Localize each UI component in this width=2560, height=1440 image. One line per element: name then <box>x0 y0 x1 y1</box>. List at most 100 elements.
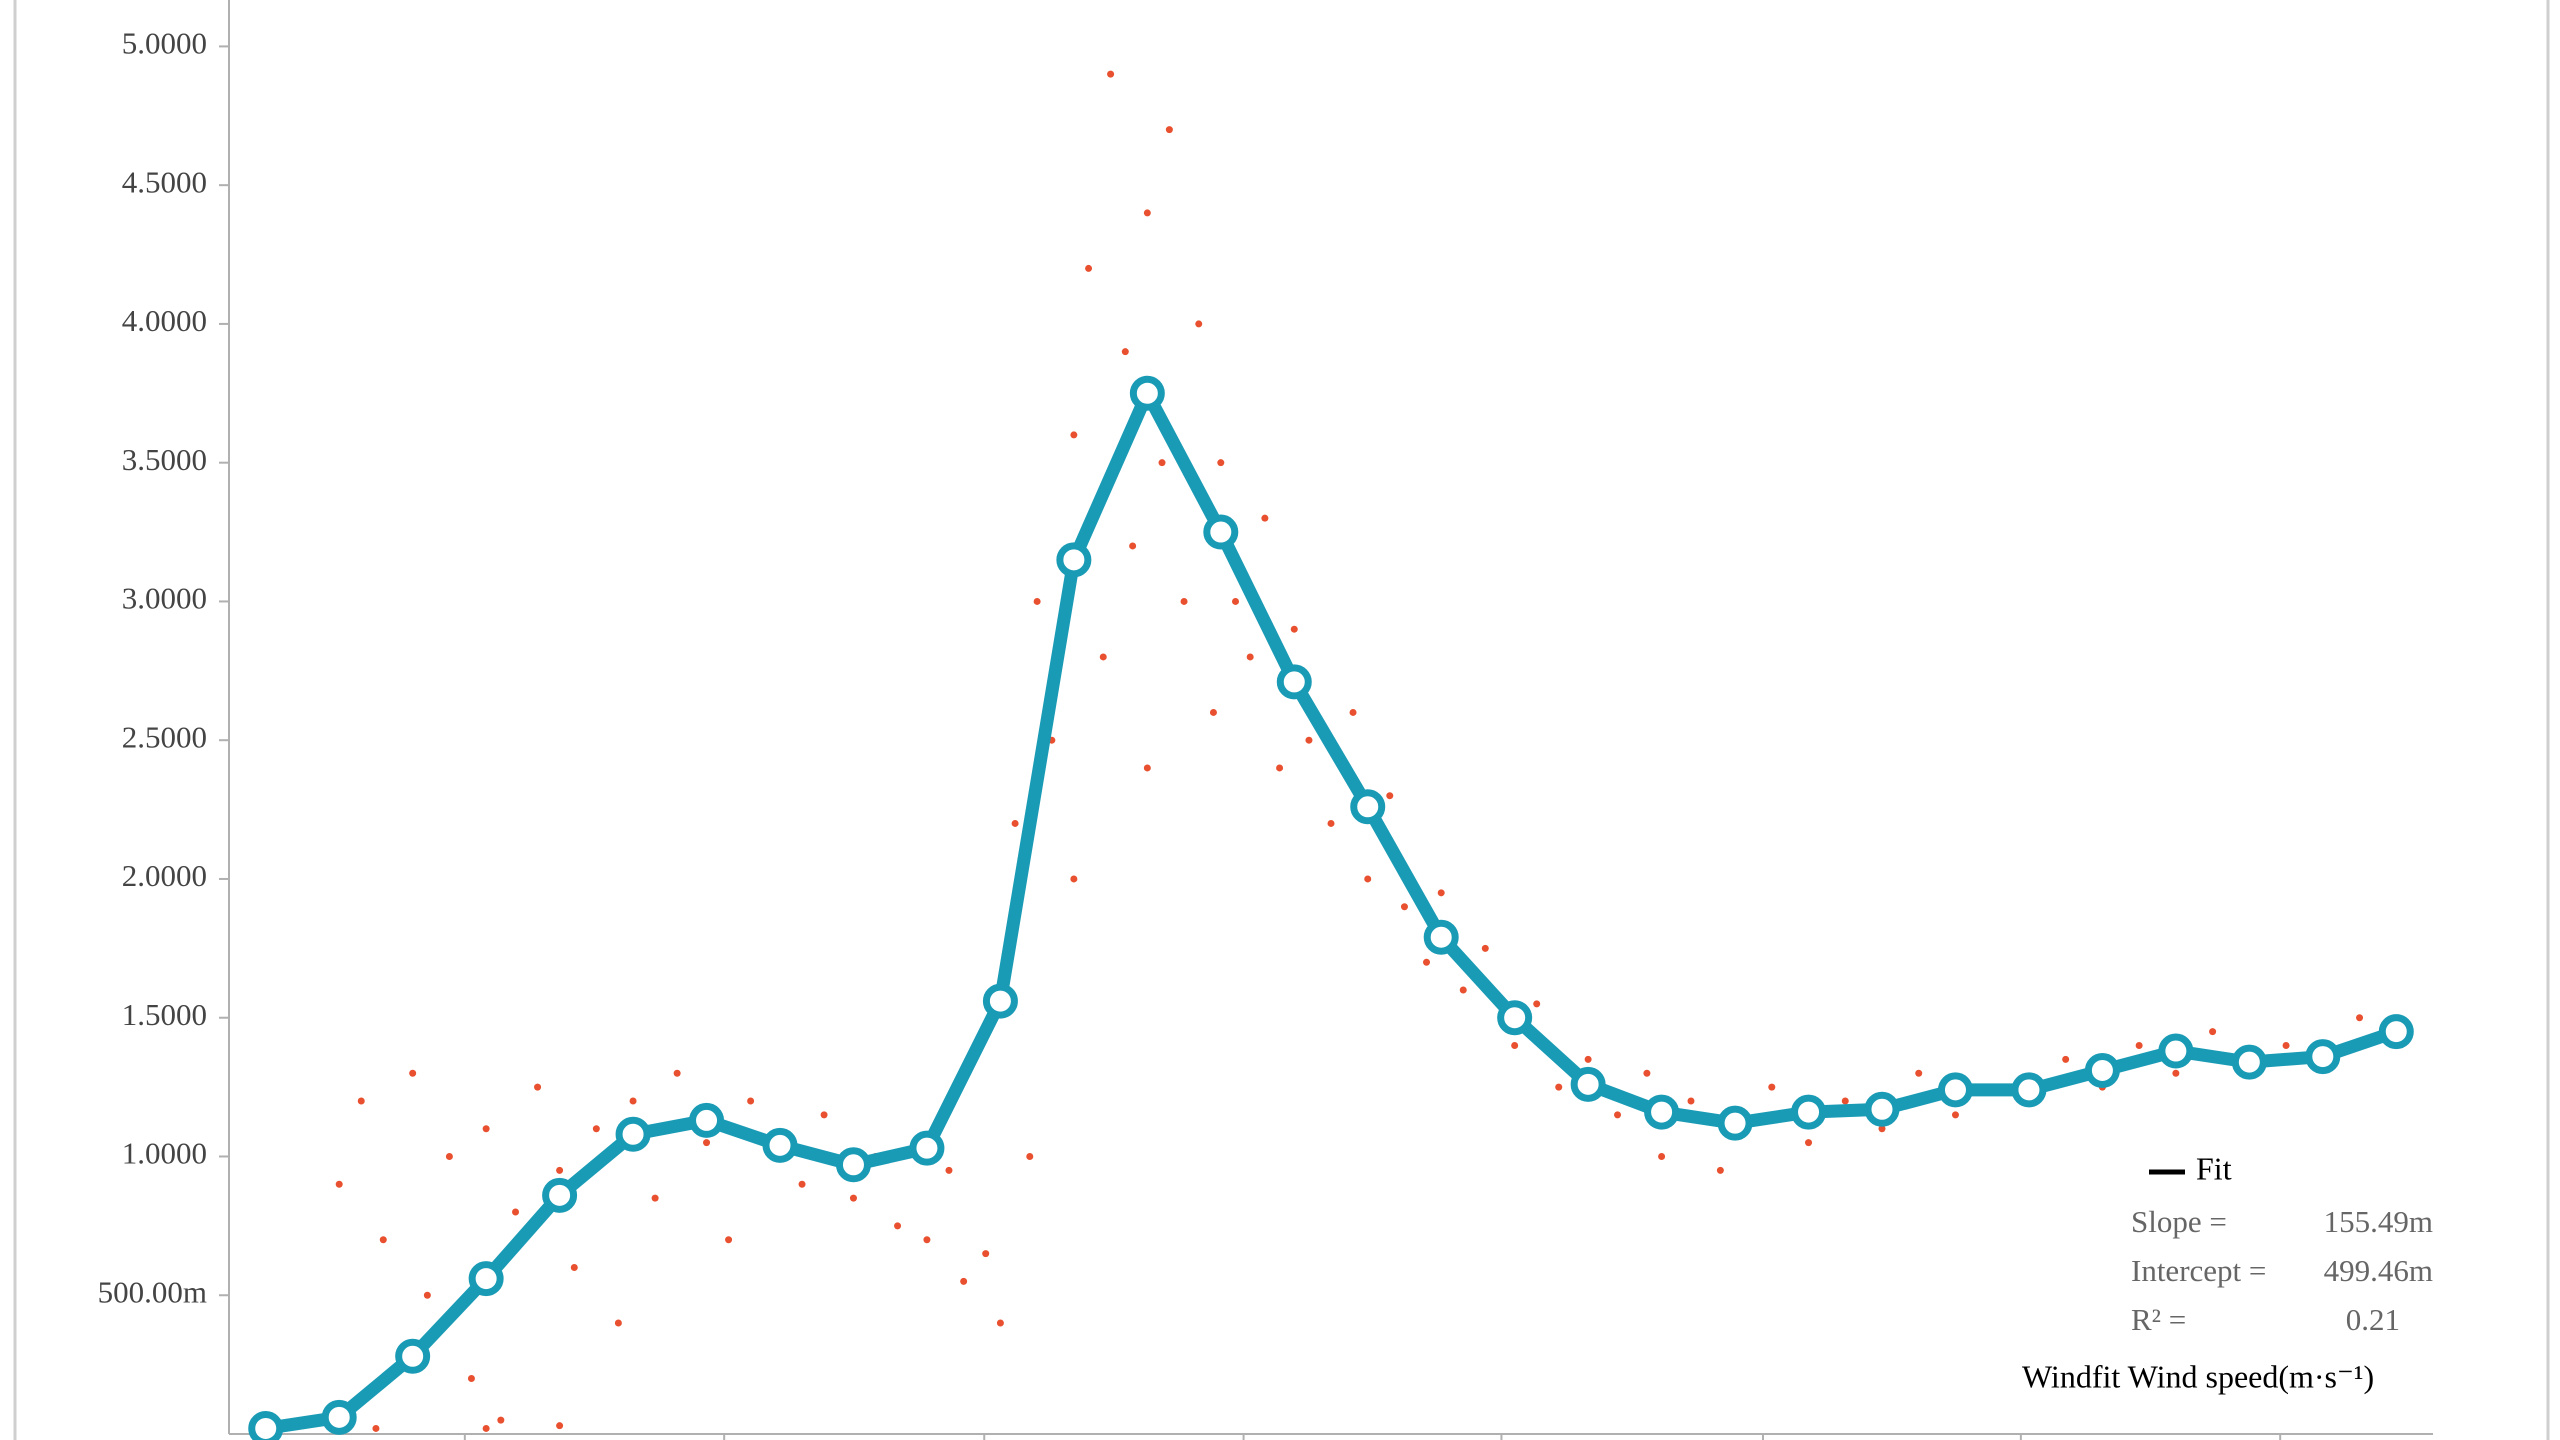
scatter-point <box>1423 958 1431 966</box>
scatter-point <box>372 1424 380 1432</box>
fit-marker <box>1570 1066 1606 1102</box>
scatter-point <box>1349 708 1357 716</box>
scatter-point <box>1165 126 1173 134</box>
stat-label: R² = <box>2131 1302 2186 1337</box>
scatter-point <box>1841 1097 1849 1105</box>
y-tick-label: 4.5000 <box>122 164 207 199</box>
fit-marker <box>909 1130 945 1166</box>
scatter-point <box>629 1097 637 1105</box>
fit-marker <box>2378 1014 2414 1050</box>
fit-marker <box>1937 1072 1973 1108</box>
scatter-point <box>357 1097 365 1105</box>
scatter-point <box>1129 542 1137 550</box>
y-tick-label: 5.0000 <box>122 26 207 61</box>
scatter-point <box>1687 1097 1695 1105</box>
fit-marker <box>1717 1105 1753 1141</box>
scatter-point <box>556 1166 564 1174</box>
scatter-point <box>1805 1139 1813 1147</box>
fit-marker <box>1791 1094 1827 1130</box>
scatter-point <box>1099 653 1107 661</box>
fit-marker <box>1276 664 1312 700</box>
scatter-point <box>1951 1111 1959 1119</box>
scatter-point <box>1158 459 1166 467</box>
scatter-point <box>982 1250 990 1258</box>
stat-value: 499.46m <box>2324 1253 2433 1288</box>
y-tick-label: 1.0000 <box>122 1136 207 1171</box>
fit-marker <box>468 1261 504 1297</box>
fit-marker <box>615 1116 651 1152</box>
scatter-point <box>1614 1111 1622 1119</box>
scatter-point <box>747 1097 755 1105</box>
scatter-point <box>1768 1083 1776 1091</box>
fit-marker <box>1129 375 1165 411</box>
fit-marker <box>982 983 1018 1019</box>
fit-marker <box>1423 919 1459 955</box>
scatter-point <box>1107 70 1115 78</box>
scatter-point <box>1716 1166 1724 1174</box>
y-tick-label: 1.5000 <box>122 997 207 1032</box>
scatter-point <box>409 1069 417 1077</box>
scatter-point <box>1026 1152 1034 1160</box>
scatter-point <box>614 1319 622 1327</box>
scatter-point <box>467 1374 475 1382</box>
scatter-point <box>1584 1055 1592 1063</box>
scatter-point <box>482 1125 490 1133</box>
scatter-point <box>2135 1041 2143 1049</box>
fit-marker <box>1644 1094 1680 1130</box>
scatter-point <box>335 1180 343 1188</box>
fit-line <box>264 386 2399 1435</box>
fit-marker <box>1864 1091 1900 1127</box>
stat-value: 0.21 <box>2346 1302 2400 1337</box>
scatter-point <box>423 1291 431 1299</box>
scatter-point <box>1217 459 1225 467</box>
scatter-point <box>1070 431 1078 439</box>
fit-marker <box>248 1410 284 1440</box>
scatter-point <box>1121 348 1129 356</box>
scatter-point <box>1643 1069 1651 1077</box>
scatter-point <box>1195 320 1203 328</box>
fit-marker <box>1056 542 1092 578</box>
scatter-point <box>2172 1069 2180 1077</box>
scatter-point <box>1533 1000 1541 1008</box>
scatter-point <box>1209 708 1217 716</box>
scatter-point <box>592 1125 600 1133</box>
stat-label: Slope = <box>2131 1204 2227 1239</box>
scatter-point <box>923 1236 931 1244</box>
scatter-point <box>1085 264 1093 272</box>
legend-label: Fit <box>2196 1150 2232 1186</box>
caption: Windfit Wind speed(m·s⁻¹) <box>2022 1358 2374 1394</box>
scatter-point <box>2209 1028 2217 1036</box>
scatter-point <box>1555 1083 1563 1091</box>
fit-marker <box>2231 1044 2267 1080</box>
scatter-point <box>1511 1041 1519 1049</box>
scatter-point <box>1070 875 1078 883</box>
scatter-point <box>1305 736 1313 744</box>
fit-marker <box>835 1147 871 1183</box>
scatter-point <box>703 1139 711 1147</box>
y-tick-label: 2.0000 <box>122 858 207 893</box>
fit-marker <box>762 1127 798 1163</box>
scatter-point <box>894 1222 902 1230</box>
scatter-point <box>2282 1041 2290 1049</box>
scatter-point <box>445 1152 453 1160</box>
scatter-point <box>1878 1125 1886 1133</box>
scatter-point <box>1364 875 1372 883</box>
scatter-point <box>1261 514 1269 522</box>
scatter-point <box>1143 209 1151 217</box>
y-tick-label: 2.5000 <box>122 719 207 754</box>
fit-marker <box>689 1102 725 1138</box>
scatter-point <box>820 1111 828 1119</box>
scatter-point <box>1437 889 1445 897</box>
scatter-point <box>1658 1152 1666 1160</box>
scatter-point <box>996 1319 1004 1327</box>
scatter-point <box>482 1424 490 1432</box>
scatter-point <box>534 1083 542 1091</box>
fit-marker <box>321 1399 357 1435</box>
scatter-point <box>379 1236 387 1244</box>
scatter-point <box>1143 764 1151 772</box>
scatter-point <box>1327 819 1335 827</box>
y-tick-label: 500.00m <box>98 1274 207 1309</box>
fit-marker <box>1203 514 1239 550</box>
